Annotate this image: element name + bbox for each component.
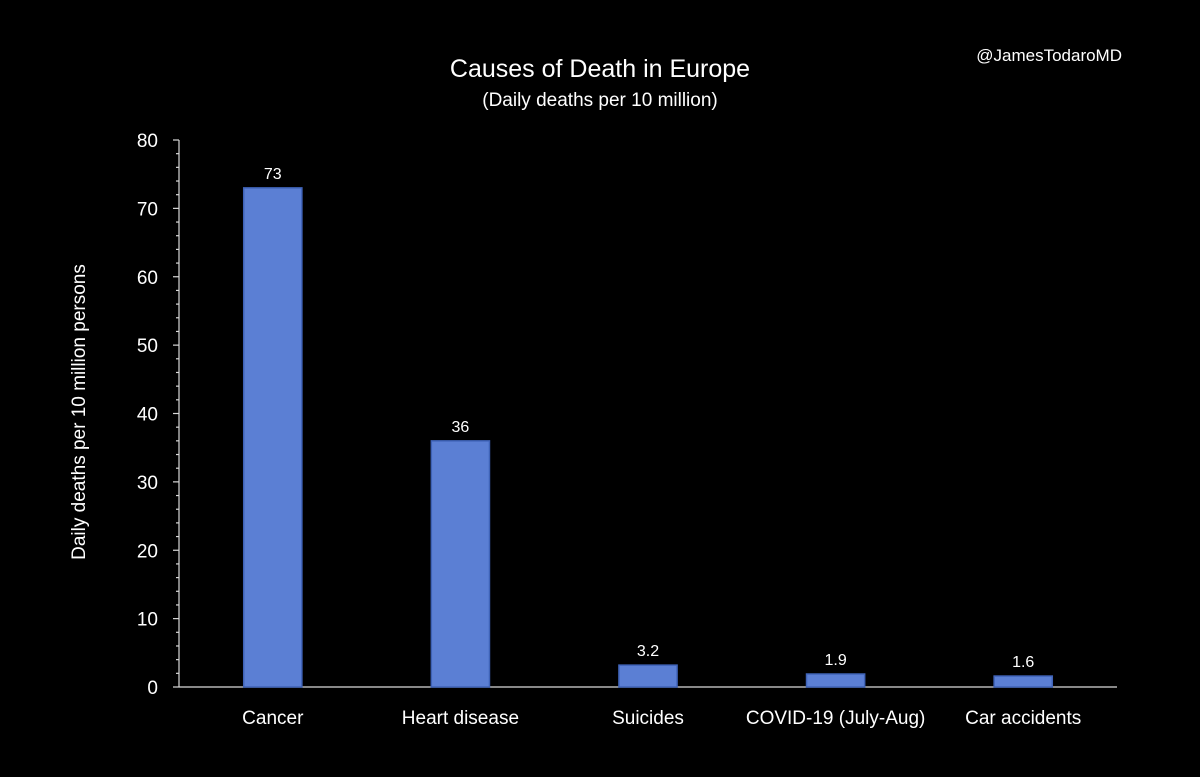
bar-car-accidents <box>993 675 1054 688</box>
category-label: Suicides <box>612 708 684 729</box>
bar-suicides <box>618 664 678 688</box>
data-labels: 73 36 3.2 1.9 1.6 <box>264 166 1035 671</box>
y-axis-label: Daily deaths per 10 million persons <box>69 264 90 560</box>
category-label: Car accidents <box>965 708 1081 729</box>
y-tick-label: 70 <box>137 199 158 220</box>
y-tick-label: 80 <box>137 131 158 152</box>
y-tick-label: 20 <box>137 541 158 562</box>
bar-covid-19-july-aug <box>805 673 866 688</box>
y-tick-label: 0 <box>147 678 158 699</box>
category-labels: Cancer Heart disease Suicides COVID-19 (Jul… <box>242 708 1081 729</box>
data-label: 73 <box>264 166 282 183</box>
data-label: 3.2 <box>637 643 659 660</box>
data-label: 1.6 <box>1012 654 1034 671</box>
chart-subtitle: (Daily deaths per 10 million) <box>482 90 718 111</box>
y-tick-label: 30 <box>137 473 158 494</box>
author-handle: @JamesTodaroMD <box>976 46 1122 65</box>
data-label: 1.9 <box>824 652 846 669</box>
category-label: Cancer <box>242 708 304 729</box>
bar-series <box>242 187 1054 688</box>
bar-heart-disease <box>430 440 491 688</box>
data-label: 36 <box>452 419 470 436</box>
y-tick-label: 40 <box>137 405 158 426</box>
y-tick-label: 60 <box>137 268 158 289</box>
category-label: COVID-19 (July-Aug) <box>746 708 926 729</box>
category-label: Heart disease <box>402 708 519 729</box>
chart-title: Causes of Death in Europe <box>450 55 750 83</box>
y-axis: 0 10 20 30 40 50 60 70 80 <box>137 131 180 699</box>
y-tick-label: 50 <box>137 336 158 357</box>
y-tick-label: 10 <box>137 610 158 631</box>
bar-cancer <box>242 187 303 688</box>
